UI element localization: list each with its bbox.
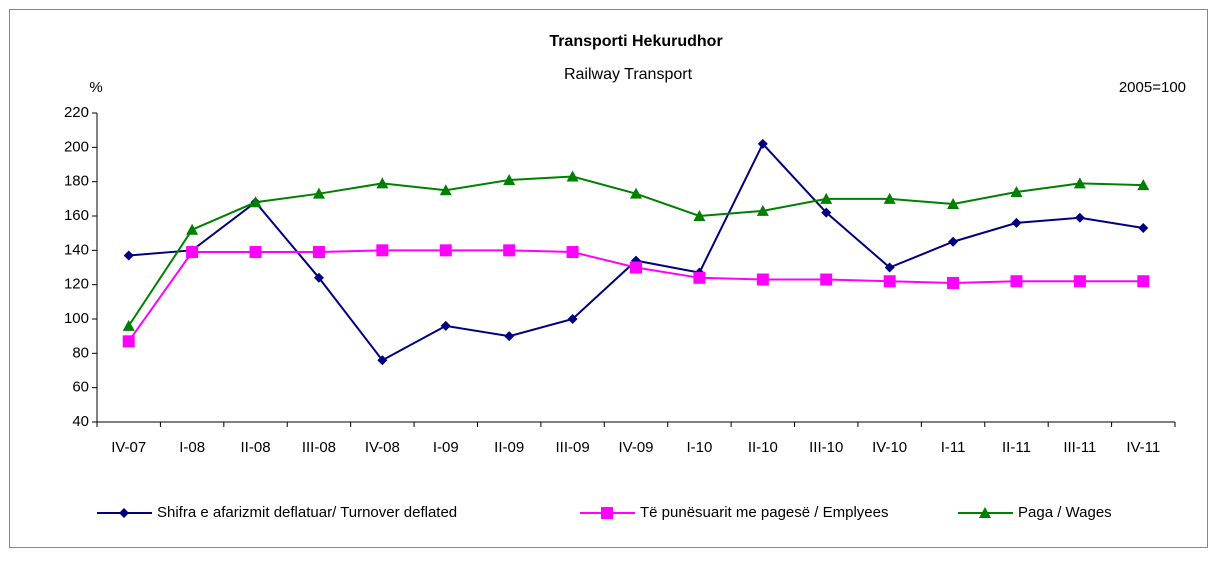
marker — [756, 273, 769, 286]
marker — [884, 262, 895, 273]
marker — [1010, 275, 1023, 288]
marker — [123, 250, 134, 261]
marker — [947, 276, 960, 289]
marker — [820, 273, 833, 286]
legend-label: Paga / Wages — [1018, 504, 1112, 521]
x-tick-label: I-10 — [686, 439, 712, 456]
y-tick-label: 220 — [64, 104, 89, 121]
marker — [883, 275, 896, 288]
x-tick-label: IV-09 — [618, 439, 653, 456]
marker — [1011, 217, 1022, 228]
y-tick-label: 80 — [72, 344, 89, 361]
x-tick-label: II-10 — [748, 439, 778, 456]
x-tick-label: IV-07 — [111, 439, 146, 456]
x-tick-label: I-11 — [941, 439, 966, 456]
marker — [1137, 275, 1150, 288]
y-tick-label: 120 — [64, 276, 89, 293]
marker — [122, 319, 135, 331]
marker — [566, 170, 579, 182]
annotation: 2005=100 — [1119, 79, 1186, 96]
x-tick-label: III-09 — [555, 439, 589, 456]
marker — [312, 246, 325, 259]
legend-label: Shifra e afarizmit deflatuar/ Turnover d… — [157, 504, 457, 521]
marker — [376, 244, 389, 257]
marker — [312, 187, 325, 199]
legend-marker — [119, 508, 129, 518]
marker — [630, 187, 642, 199]
marker — [1137, 179, 1150, 191]
x-tick-label: II-11 — [1002, 439, 1031, 456]
x-tick-label: III-10 — [809, 439, 843, 456]
marker — [820, 192, 833, 204]
x-tick-label: III-11 — [1063, 439, 1096, 456]
legend-marker — [601, 507, 613, 519]
y-tick-label: 200 — [64, 138, 89, 155]
marker — [756, 204, 769, 216]
marker — [1138, 223, 1149, 234]
chart-border — [9, 9, 1208, 548]
chart-subtitle: Railway Transport — [564, 66, 693, 83]
y-tick-label: 160 — [64, 207, 89, 224]
marker — [504, 331, 515, 342]
marker — [1074, 212, 1085, 223]
marker — [503, 173, 516, 185]
marker — [503, 244, 516, 257]
y-tick-label: 180 — [64, 173, 89, 190]
marker — [122, 335, 135, 348]
x-tick-label: II-08 — [241, 439, 271, 456]
chart-title: Transporti Hekurudhor — [549, 33, 722, 50]
marker — [1010, 185, 1023, 197]
x-tick-label: II-09 — [494, 439, 524, 456]
y-tick-label: 100 — [64, 310, 89, 327]
marker — [567, 314, 578, 324]
x-tick-label: I-09 — [433, 439, 459, 456]
marker — [313, 272, 324, 283]
marker — [757, 138, 768, 149]
x-tick-label: IV-11 — [1126, 439, 1160, 456]
marker — [440, 320, 451, 331]
y-axis-label: % — [89, 79, 102, 96]
x-tick-label: IV-10 — [872, 439, 907, 456]
marker — [883, 192, 896, 204]
y-tick-label: 60 — [72, 379, 89, 396]
marker — [249, 196, 262, 208]
marker — [948, 236, 959, 247]
marker — [439, 244, 452, 257]
y-tick-label: 40 — [72, 413, 89, 430]
marker — [693, 271, 706, 284]
marker — [186, 246, 199, 259]
marker — [693, 210, 706, 221]
marker — [249, 246, 262, 259]
y-tick-label: 140 — [64, 241, 89, 258]
x-tick-label: I-08 — [179, 439, 205, 456]
legend-marker — [979, 507, 991, 518]
x-tick-label: III-08 — [302, 439, 336, 456]
marker — [821, 207, 832, 218]
x-tick-label: IV-08 — [365, 439, 400, 456]
marker — [439, 184, 452, 196]
marker — [947, 197, 960, 209]
marker — [630, 261, 642, 274]
marker — [1073, 177, 1086, 189]
marker — [186, 223, 199, 235]
marker — [376, 177, 389, 189]
legend-label: Të punësuarit me pagesë / Emplyees — [640, 504, 888, 521]
marker — [566, 246, 579, 259]
marker — [377, 355, 388, 366]
marker — [1073, 275, 1086, 288]
